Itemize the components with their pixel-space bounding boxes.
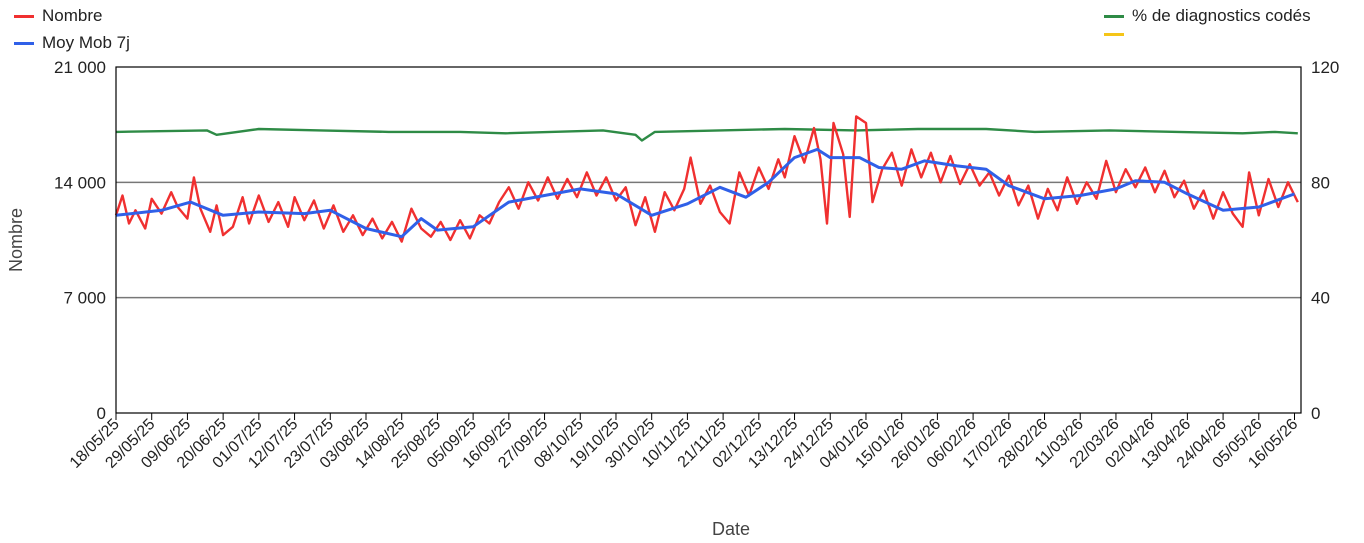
series-line-de-diagnostics-cod-s: [115, 127, 1298, 142]
y-tick-label: 14 000: [54, 173, 106, 192]
legend-label: % de diagnostics codés: [1132, 6, 1311, 25]
series-line-nombre: [114, 115, 1299, 243]
y2-tick-label: 40: [1311, 289, 1330, 308]
legend-item-diagnostics-codes[interactable]: % de diagnostics codés: [1104, 6, 1311, 26]
y2-tick-label: 0: [1311, 404, 1320, 423]
legend-label: Moy Mob 7j: [42, 33, 130, 52]
legend-label: Nombre: [42, 6, 103, 25]
y-axis-label: Nombre: [6, 208, 26, 272]
legend-item-yellow-series[interactable]: [1104, 33, 1132, 36]
y-tick-label: 21 000: [54, 58, 106, 77]
y2-tick-label: 120: [1311, 58, 1339, 77]
legend-swatch-nombre: [14, 14, 34, 18]
y-tick-label: 7 000: [63, 289, 106, 308]
legend-swatch-moy-mob-7j: [14, 41, 34, 45]
legend-item-moy-mob-7j[interactable]: Moy Mob 7j: [14, 33, 130, 53]
y-tick-label: 0: [97, 404, 106, 423]
legend-swatch-diagnostics-codes: [1104, 14, 1124, 18]
legend-item-nombre[interactable]: Nombre: [14, 6, 102, 26]
x-axis-label: Date: [712, 519, 750, 539]
y2-tick-label: 80: [1311, 173, 1330, 192]
series-line-moy-mob-7j: [115, 147, 1296, 239]
legend-swatch-yellow: [1104, 33, 1124, 36]
gridlines: [116, 181, 1301, 299]
series-layer: [114, 115, 1299, 243]
plot-frame: [115, 66, 1302, 414]
